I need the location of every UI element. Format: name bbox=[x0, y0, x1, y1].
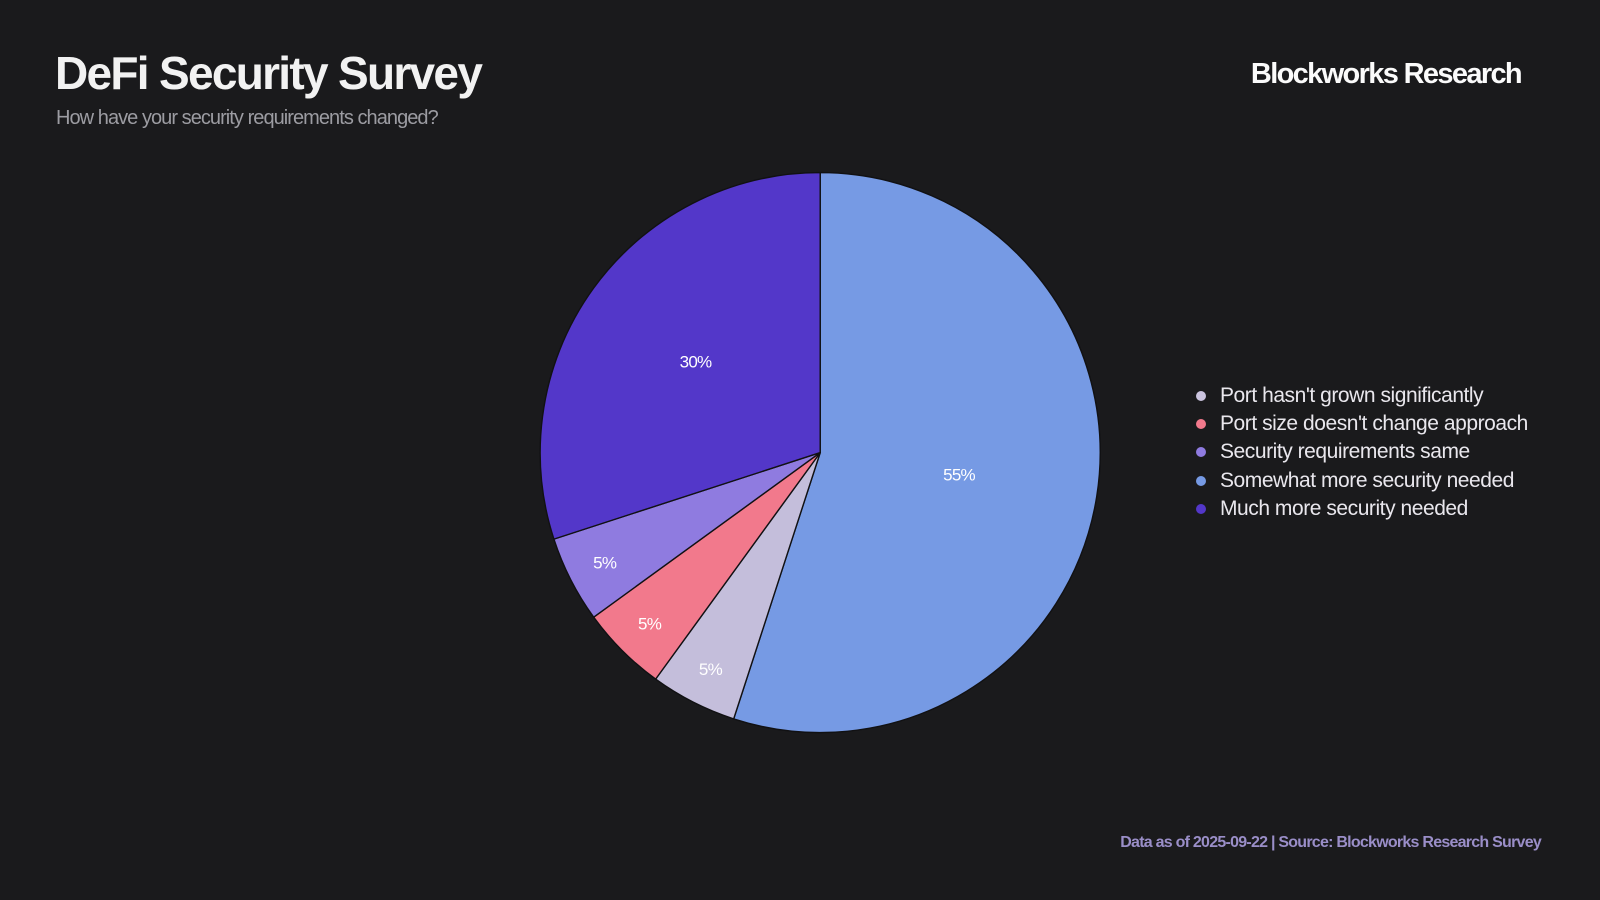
svg-text:30%: 30% bbox=[680, 353, 712, 372]
svg-text:5%: 5% bbox=[638, 615, 662, 634]
svg-text:5%: 5% bbox=[593, 554, 617, 573]
svg-text:5%: 5% bbox=[699, 660, 723, 679]
svg-text:55%: 55% bbox=[943, 466, 975, 485]
